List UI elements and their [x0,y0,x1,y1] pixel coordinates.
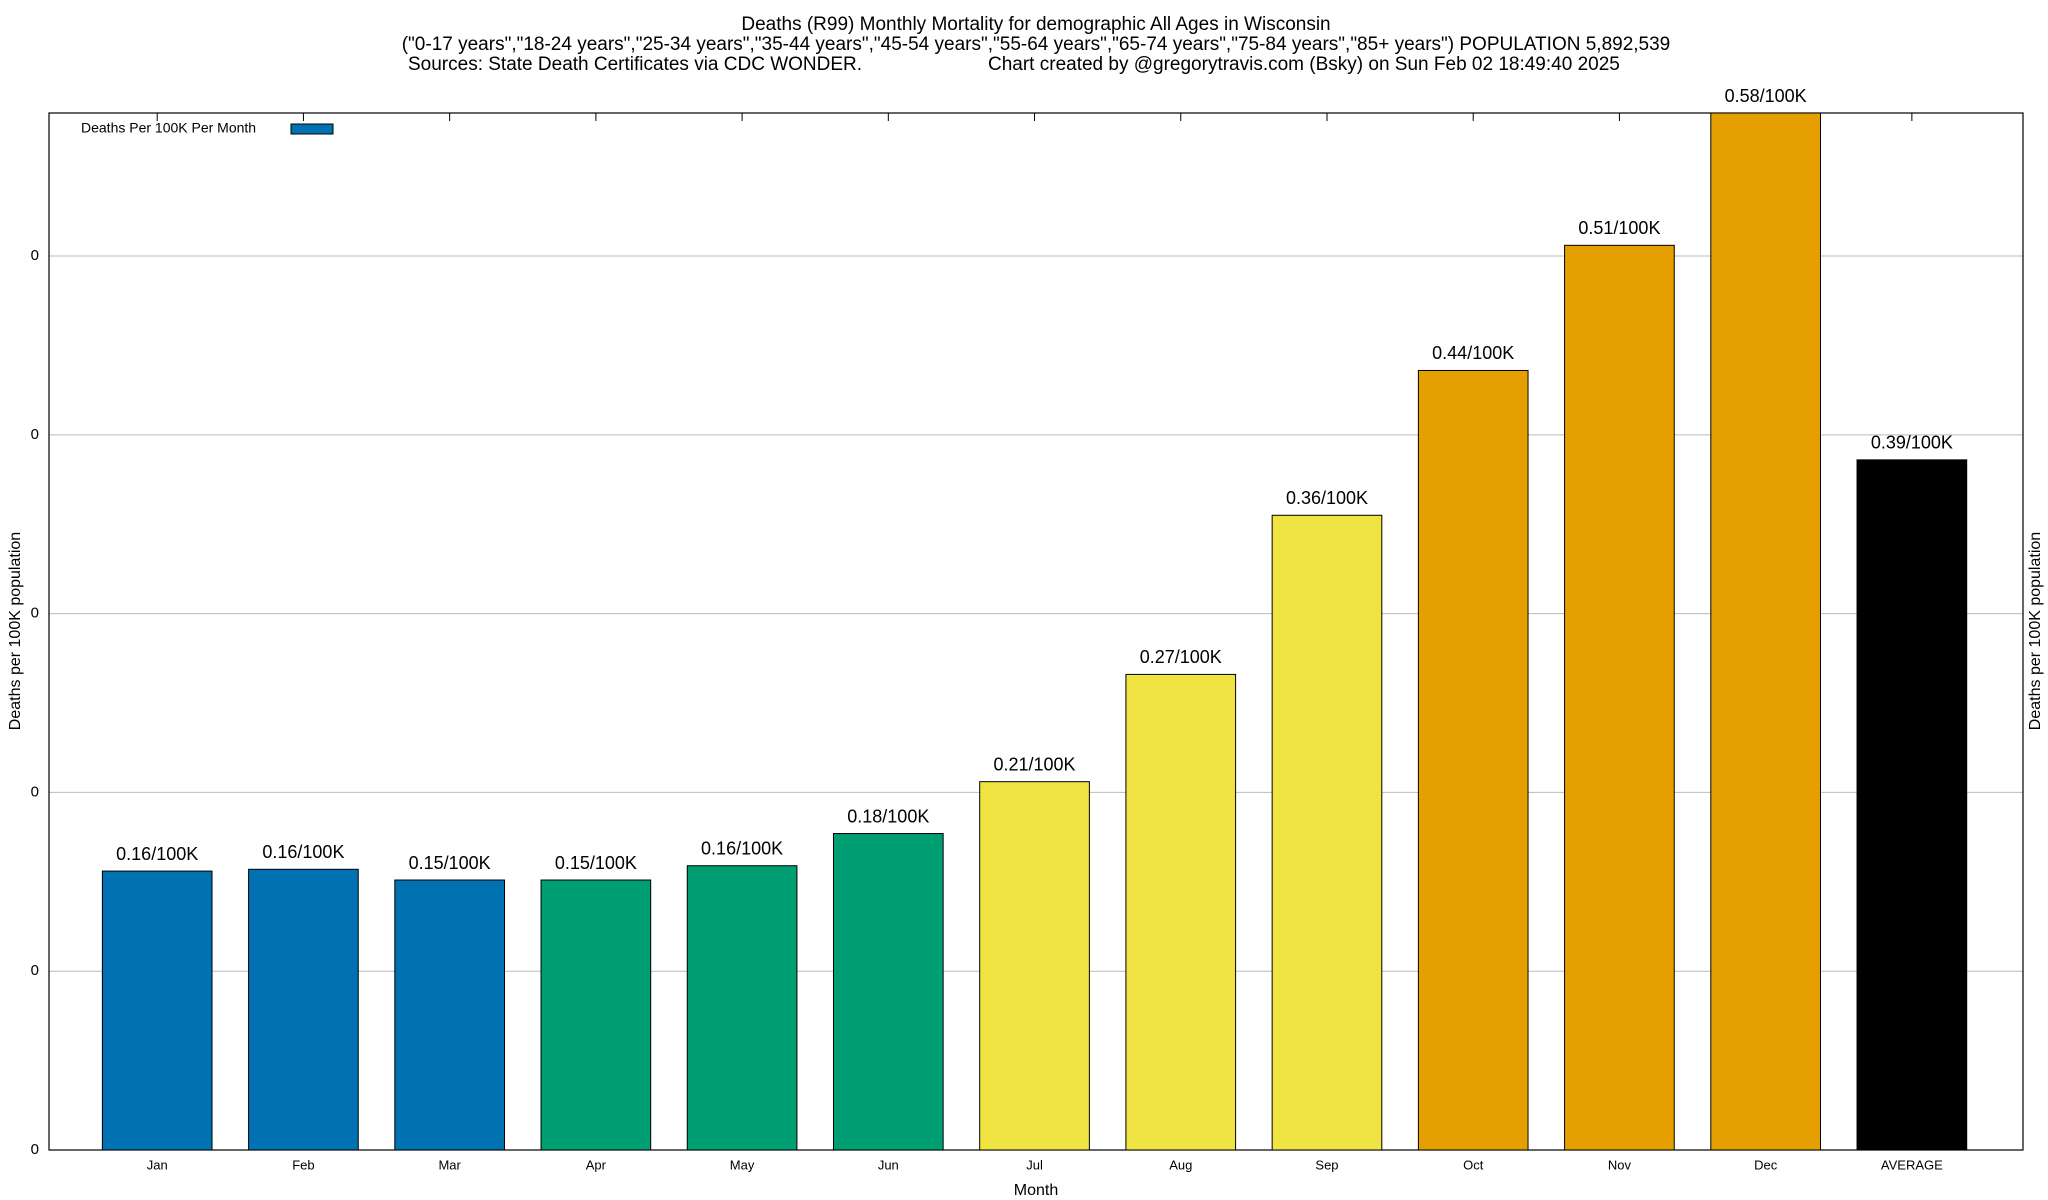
y-tick-label: 0 [31,247,39,264]
value-label: 0.18/100K [847,806,929,826]
x-tick-label: Dec [1754,1157,1778,1172]
x-axis-label: Month [1014,1182,1058,1199]
legend-swatch [290,123,334,135]
bar [1271,514,1383,1151]
value-label: 0.51/100K [1578,218,1660,238]
bar [1710,112,1821,1151]
bar [394,879,505,1151]
x-tick-label: Apr [586,1157,607,1172]
bar [1856,459,1968,1151]
y-tick-label: 0 [31,1141,39,1158]
bar [540,879,652,1151]
bar [979,781,1090,1151]
x-tick-label: Jun [878,1157,899,1172]
value-label: 0.58/100K [1725,86,1807,106]
bar [101,870,213,1151]
value-label: 0.21/100K [993,754,1075,774]
y-axis-label: Deaths per 100K population [7,532,24,730]
bar [1564,244,1675,1151]
bar [248,868,359,1151]
value-label: 0.36/100K [1286,488,1368,508]
chart-title: Deaths (R99) Monthly Mortality for demog… [741,14,1330,35]
x-tick-label: Jan [147,1157,168,1172]
x-tick-label: Feb [292,1157,314,1172]
x-tick-label: Oct [1463,1157,1484,1172]
y-tick-label: 0 [31,962,39,979]
bar [1417,369,1529,1151]
value-label: 0.16/100K [116,844,198,864]
value-label: 0.16/100K [701,838,783,858]
bar [1125,673,1237,1151]
x-tick-label: Nov [1608,1157,1632,1172]
x-tick-label: Sep [1315,1157,1338,1172]
value-label: 0.39/100K [1871,433,1953,453]
y-tick-label: 0 [31,605,39,622]
value-label: 0.27/100K [1140,647,1222,667]
bar [832,833,944,1151]
y2-axis-label: Deaths per 100K population [2027,532,2044,730]
value-label: 0.15/100K [409,853,491,873]
value-label: 0.44/100K [1432,343,1514,363]
chart-subtitle: ("0-17 years","18-24 years","25-34 years… [402,34,1671,55]
bar [686,865,798,1151]
x-tick-label: Aug [1169,1157,1192,1172]
y-tick-label: 0 [31,783,39,800]
y-tick-label: 0 [31,426,39,443]
x-tick-label: AVERAGE [1881,1157,1943,1172]
value-label: 0.16/100K [262,842,344,862]
x-tick-label: May [730,1157,755,1172]
x-tick-label: Mar [438,1157,461,1172]
chart-source: Sources: State Death Certificates via CD… [408,54,862,75]
x-tick-label: Jul [1026,1157,1043,1172]
chart-credit: Chart created by @gregorytravis.com (Bsk… [988,54,1620,75]
legend-label: Deaths Per 100K Per Month [81,120,256,136]
value-label: 0.15/100K [555,853,637,873]
